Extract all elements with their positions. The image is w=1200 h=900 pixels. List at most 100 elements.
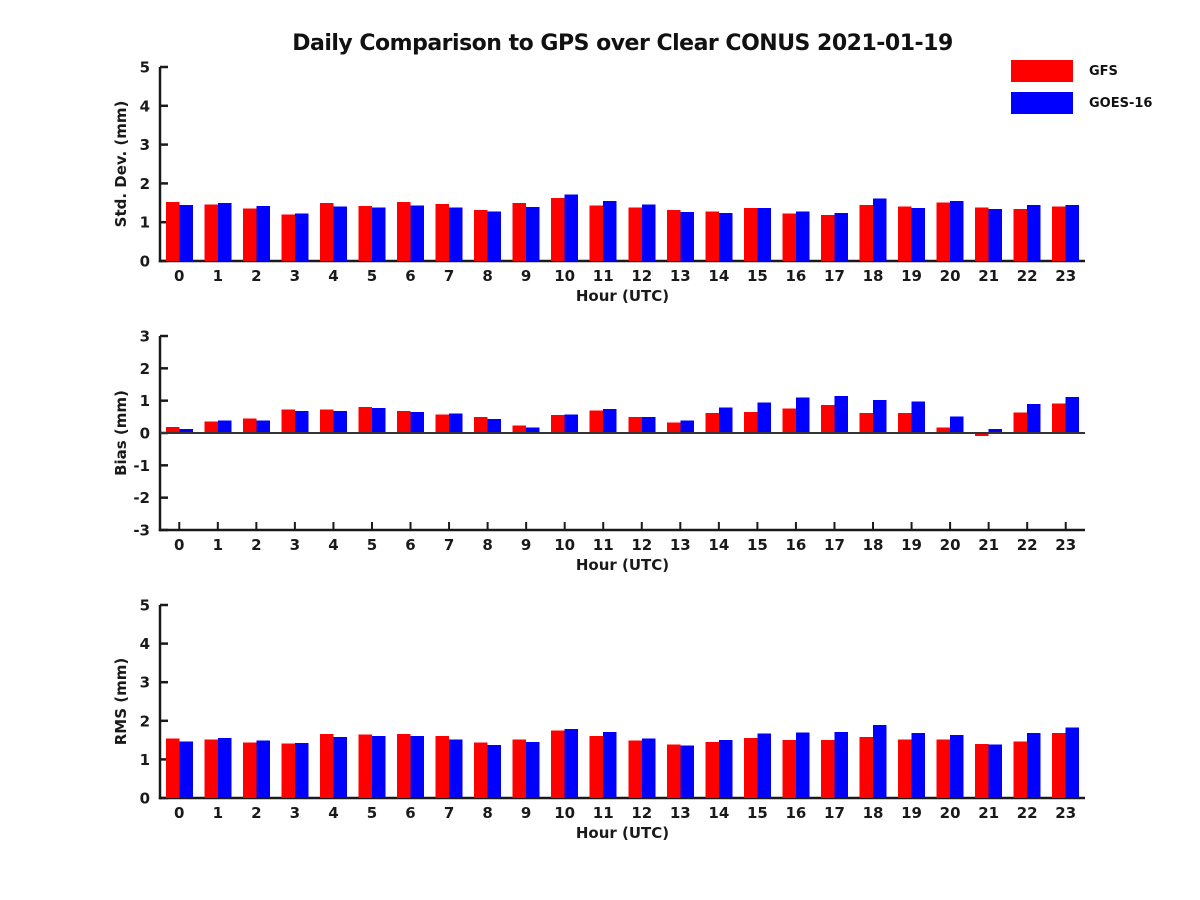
x-axis-label: Hour (UTC) (576, 287, 669, 305)
bar-goes-16-h4 (333, 737, 347, 798)
bar-gfs-h10 (551, 414, 565, 433)
x-axis-label: Hour (UTC) (576, 824, 669, 842)
bar-gfs-h18 (859, 737, 874, 798)
bar-gfs-h16 (782, 408, 796, 433)
bar-gfs-h13 (666, 422, 681, 433)
x-tick-label: 15 (747, 804, 768, 822)
bar-goes-16-h17 (834, 212, 848, 261)
bar-goes-16-h10 (564, 194, 579, 261)
x-tick-label: 18 (863, 267, 884, 285)
x-tick-label: 14 (708, 804, 729, 822)
bar-goes-16-h9 (526, 207, 540, 261)
bar-gfs-h15 (743, 738, 758, 798)
bar-goes-16-h5 (371, 736, 386, 798)
x-tick-label: 6 (405, 804, 415, 822)
x-tick-label: 10 (554, 267, 575, 285)
bar-goes-16-h16 (795, 397, 810, 433)
bar-goes-16-h16 (795, 211, 810, 261)
x-tick-label: 11 (593, 267, 614, 285)
bar-goes-16-h19 (911, 401, 926, 433)
bar-goes-16-h14 (718, 740, 733, 798)
x-tick-label: 8 (482, 267, 492, 285)
bar-goes-16-h17 (834, 395, 848, 433)
x-tick-label: 8 (482, 804, 492, 822)
x-tick-label: 11 (593, 536, 614, 554)
x-tick-label: 22 (1017, 804, 1038, 822)
bar-goes-16-h1 (217, 737, 232, 798)
bar-gfs-h22 (1013, 741, 1028, 798)
x-tick-label: 17 (824, 804, 845, 822)
y-tick-label: 2 (140, 360, 150, 378)
x-tick-label: 2 (251, 267, 261, 285)
legend-label-gfs: GFS (1089, 63, 1118, 79)
x-tick-label: 7 (444, 804, 454, 822)
bar-gfs-h15 (743, 411, 758, 433)
bar-gfs-h10 (551, 197, 565, 261)
bar-goes-16-h11 (603, 409, 617, 433)
bar-goes-16-h13 (680, 212, 694, 261)
goes16-color-swatch (1011, 92, 1073, 114)
x-tick-label: 5 (367, 267, 377, 285)
y-tick-label: 3 (140, 328, 150, 346)
bar-goes-16-h8 (487, 745, 502, 798)
bar-gfs-h7 (435, 203, 450, 261)
bar-gfs-h1 (204, 739, 218, 798)
bar-gfs-h9 (512, 425, 527, 433)
bar-goes-16-h13 (680, 420, 694, 433)
bar-goes-16-h10 (564, 728, 579, 798)
y-tick-label: -3 (133, 522, 150, 540)
bar-goes-16-h19 (911, 208, 926, 261)
bar-goes-16-h6 (410, 736, 425, 798)
bar-gfs-h3 (281, 409, 295, 433)
y-axis-label: Std. Dev. (mm) (112, 101, 130, 228)
bar-goes-16-h8 (487, 419, 502, 433)
bar-gfs-h8 (474, 417, 488, 433)
bar-goes-16-h20 (950, 416, 964, 433)
bar-goes-16-h5 (371, 407, 386, 433)
x-tick-label: 8 (482, 536, 492, 554)
bar-goes-16-h4 (333, 411, 347, 433)
bar-goes-16-h23 (1065, 727, 1080, 798)
y-tick-label: 0 (140, 253, 150, 271)
bar-goes-16-h3 (294, 743, 309, 798)
x-tick-label: 3 (290, 536, 300, 554)
bar-goes-16-h9 (526, 427, 540, 433)
x-tick-label: 3 (290, 804, 300, 822)
bar-gfs-h9 (512, 203, 527, 261)
series-goes-16 (179, 725, 1080, 798)
bar-gfs-h1 (204, 204, 218, 261)
bar-gfs-h16 (782, 740, 796, 798)
bar-gfs-h15 (743, 208, 758, 261)
bar-goes-16-h2 (256, 420, 270, 433)
x-tick-label: 21 (978, 267, 999, 285)
bar-goes-16-h2 (256, 205, 270, 261)
bar-gfs-h22 (1013, 412, 1028, 433)
x-tick-label: 22 (1017, 536, 1038, 554)
y-tick-label: 5 (140, 597, 150, 615)
bar-gfs-h6 (397, 202, 411, 261)
bar-goes-16-h0 (179, 205, 193, 261)
bar-gfs-h12 (628, 207, 642, 261)
bar-gfs-h3 (281, 743, 295, 798)
bar-gfs-h19 (898, 412, 912, 433)
bar-gfs-h6 (397, 411, 411, 433)
bar-goes-16-h14 (718, 212, 733, 261)
x-tick-label: 16 (786, 804, 807, 822)
x-tick-label: 18 (863, 536, 884, 554)
series-gfs (165, 197, 1066, 261)
bar-gfs-h17 (820, 740, 835, 798)
bar-gfs-h20 (936, 427, 951, 433)
bar-goes-16-h22 (1027, 732, 1041, 798)
bar-gfs-h19 (898, 739, 912, 798)
x-tick-label: 1 (213, 536, 223, 554)
x-tick-label: 6 (405, 267, 415, 285)
bar-gfs-h12 (628, 416, 642, 433)
bar-goes-16-h23 (1065, 205, 1080, 261)
x-tick-label: 7 (444, 267, 454, 285)
x-tick-label: 2 (251, 536, 261, 554)
bar-gfs-h20 (936, 202, 951, 261)
